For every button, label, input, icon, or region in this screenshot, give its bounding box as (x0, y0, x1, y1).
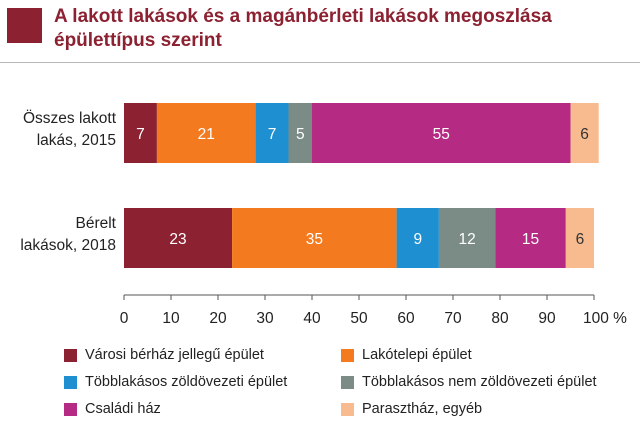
x-tick-label: 50 (350, 310, 368, 327)
data-label: 35 (306, 231, 323, 248)
x-tick-label: 40 (303, 310, 321, 327)
bar-segment (232, 208, 397, 268)
category-label-line: lakások, 2018 (20, 237, 116, 254)
data-label: 5 (296, 126, 305, 143)
title-divider (0, 62, 640, 63)
data-label: 21 (198, 126, 215, 143)
bar-segment (495, 208, 566, 268)
category-label-line: lakás, 2015 (37, 132, 116, 149)
x-tick-label: 70 (444, 310, 462, 327)
legend-item: Családi ház (64, 399, 161, 419)
bar-segment (156, 103, 256, 163)
bar-segment (312, 103, 571, 163)
x-tick-label: 30 (256, 310, 274, 327)
data-label: 23 (169, 231, 186, 248)
legend-swatch (341, 375, 354, 389)
category-label-line: Összes lakott (23, 109, 117, 127)
bar-segment (255, 103, 289, 163)
data-label: 7 (136, 126, 145, 143)
legend-label: Többlakásos nem zöldövezeti épület (362, 374, 597, 390)
category-label-line: Bérelt (76, 215, 117, 232)
category-label: Bérelt lakások, 2018 (20, 215, 116, 254)
bar-segment (124, 103, 157, 163)
legend-swatch (64, 348, 77, 362)
data-label: 9 (413, 231, 422, 248)
chart-legend: Városi bérház jellegű épület Lakótelepi é… (0, 340, 640, 428)
bar-segment (438, 208, 496, 268)
bar-segment (124, 208, 233, 268)
x-tick-label: 60 (397, 310, 415, 327)
data-label: 6 (580, 126, 589, 143)
legend-label: Parasztház, egyéb (362, 401, 483, 417)
x-tick-label: 80 (491, 310, 509, 327)
legend-swatch (341, 402, 354, 416)
legend-label: Családi ház (85, 401, 161, 417)
legend-label: Lakótelepi épület (362, 347, 472, 363)
x-tick-label: 100 % (583, 310, 627, 327)
legend-item: Többlakásos zöldövezeti épület (64, 372, 287, 392)
data-label: 6 (576, 231, 585, 248)
legend-item: Parasztház, egyéb (341, 399, 482, 419)
legend-item: Városi bérház jellegű épület (64, 345, 264, 365)
stacked-bar-chart: Összes lakott lakás, 2015 Bérelt lakások, 2… (20, 103, 627, 327)
legend-label: Többlakásos zöldövezeti épület (85, 374, 288, 390)
legend-swatch (341, 348, 354, 362)
bar-segment (565, 208, 594, 268)
title-marker (7, 8, 42, 43)
data-label: 7 (268, 126, 277, 143)
legend-label: Városi bérház jellegű épület (85, 347, 264, 363)
data-label: 12 (458, 231, 475, 248)
chart-title: A lakott lakások és a magánbérleti lakás… (54, 6, 552, 51)
data-label: 15 (522, 231, 539, 248)
legend-swatch (64, 375, 77, 389)
x-tick-label: 20 (209, 310, 227, 327)
bar-segment (288, 103, 312, 163)
legend-item: Lakótelepi épület (341, 345, 472, 365)
x-tick-label: 10 (162, 310, 180, 327)
bar-segment (396, 208, 439, 268)
x-tick-label: 90 (538, 310, 556, 327)
legend-swatch (64, 402, 77, 416)
bar-segment (570, 103, 599, 163)
legend-item: Többlakásos nem zöldövezeti épület (341, 372, 597, 392)
chart-header: A lakott lakások és a magánbérleti lakás… (0, 0, 640, 62)
category-label: Összes lakott lakás, 2015 (23, 109, 117, 149)
x-tick-label: 0 (120, 310, 129, 327)
data-label: 55 (433, 126, 450, 143)
